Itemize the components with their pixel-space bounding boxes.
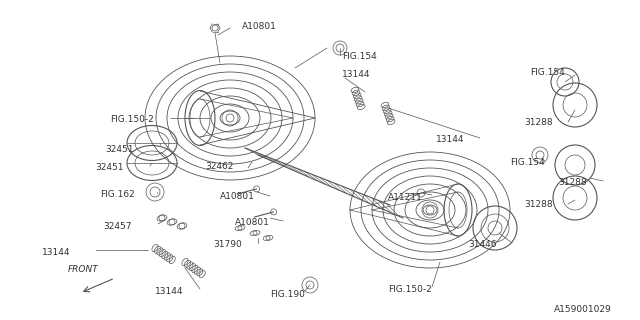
Text: 31288: 31288 <box>558 178 587 187</box>
Text: 31288: 31288 <box>524 200 552 209</box>
Text: 13144: 13144 <box>42 248 70 257</box>
Text: FIG.150-2: FIG.150-2 <box>110 115 154 124</box>
Text: 31790: 31790 <box>213 240 242 249</box>
Text: A11211: A11211 <box>388 193 423 202</box>
Text: A159001029: A159001029 <box>554 305 612 314</box>
Text: 32451: 32451 <box>95 163 124 172</box>
Text: 32451: 32451 <box>105 145 134 154</box>
Text: 31446: 31446 <box>468 240 497 249</box>
Text: A10801: A10801 <box>235 218 270 227</box>
Text: A10801: A10801 <box>220 192 255 201</box>
Text: FIG.154: FIG.154 <box>530 68 564 77</box>
Text: FIG.154: FIG.154 <box>342 52 377 61</box>
Text: FIG.150-2: FIG.150-2 <box>388 285 432 294</box>
Text: FIG.190: FIG.190 <box>270 290 305 299</box>
Text: 32457: 32457 <box>103 222 131 231</box>
Text: 32462: 32462 <box>205 162 234 171</box>
Text: FRONT: FRONT <box>68 265 99 274</box>
Text: 13144: 13144 <box>436 135 465 144</box>
Text: 13144: 13144 <box>155 287 184 296</box>
Text: 13144: 13144 <box>342 70 371 79</box>
Text: A10801: A10801 <box>242 22 277 31</box>
Text: FIG.162: FIG.162 <box>100 190 135 199</box>
Text: FIG.154: FIG.154 <box>510 158 545 167</box>
Text: 31288: 31288 <box>524 118 552 127</box>
